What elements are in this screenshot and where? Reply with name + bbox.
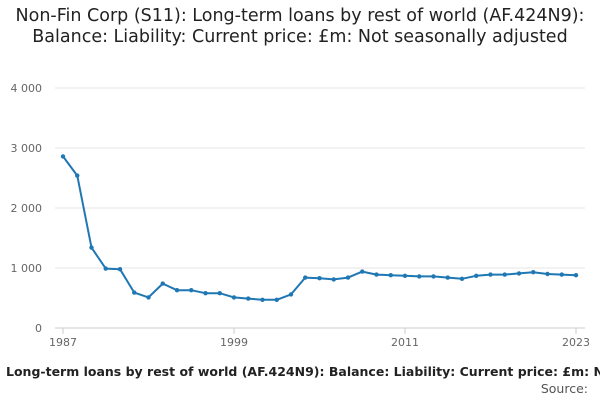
data-point[interactable] (516, 271, 522, 276)
data-point[interactable] (488, 272, 493, 277)
data-point[interactable] (431, 274, 436, 279)
data-point[interactable] (288, 292, 294, 297)
data-point[interactable] (75, 173, 80, 178)
x-tick-label: 1999 (220, 336, 248, 349)
chart-title: Non-Fin Corp (S11): Long-term loans by r… (15, 6, 585, 47)
data-point[interactable] (174, 288, 180, 293)
data-point[interactable] (559, 272, 564, 277)
data-point[interactable] (246, 296, 251, 301)
data-point[interactable] (545, 271, 550, 277)
y-tick-label: 4 000 (11, 82, 43, 95)
data-point[interactable] (60, 154, 66, 159)
data-point[interactable] (374, 272, 379, 277)
y-tick-label: 0 (35, 322, 42, 335)
x-tick-label: 2023 (562, 336, 590, 349)
x-tick-label: 1987 (49, 336, 77, 349)
data-point[interactable] (445, 275, 450, 280)
y-tick-label: 2 000 (11, 202, 43, 215)
x-axis-tick-labels: 1987 1999 2011 2023 (49, 336, 590, 349)
data-point[interactable] (203, 291, 208, 296)
data-point[interactable] (303, 275, 308, 280)
y-tick-label: 3 000 (11, 142, 43, 155)
data-point[interactable] (474, 273, 479, 278)
data-point[interactable] (531, 270, 536, 275)
x-tick-label: 2011 (391, 336, 419, 349)
y-axis-tick-labels: 0 1 000 2 000 3 000 4 000 (11, 82, 43, 335)
data-point[interactable] (89, 245, 94, 250)
data-point[interactable] (189, 288, 194, 293)
data-point[interactable] (117, 267, 123, 272)
data-point[interactable] (573, 273, 579, 278)
data-point[interactable] (146, 295, 151, 300)
data-point[interactable] (417, 274, 422, 279)
data-point[interactable] (502, 272, 507, 277)
data-point[interactable] (388, 273, 393, 278)
source-label: Source: (540, 381, 588, 396)
data-point[interactable] (217, 291, 222, 296)
data-point[interactable] (160, 281, 165, 286)
y-tick-label: 1 000 (11, 262, 43, 275)
data-point[interactable] (459, 276, 465, 281)
grid-lines (55, 87, 585, 269)
data-point[interactable] (260, 297, 265, 302)
data-point[interactable] (360, 269, 365, 274)
data-point[interactable] (103, 266, 108, 271)
data-point[interactable] (331, 277, 336, 282)
data-point[interactable] (231, 295, 237, 300)
series-legend-label: Long-term loans by rest of world (AF.424… (6, 364, 600, 379)
data-point[interactable] (274, 297, 279, 302)
data-point[interactable] (317, 276, 322, 281)
data-point[interactable] (402, 273, 408, 278)
series-layer (60, 154, 579, 302)
x-axis (55, 327, 585, 334)
data-point[interactable] (345, 275, 351, 280)
data-point[interactable] (132, 290, 137, 295)
